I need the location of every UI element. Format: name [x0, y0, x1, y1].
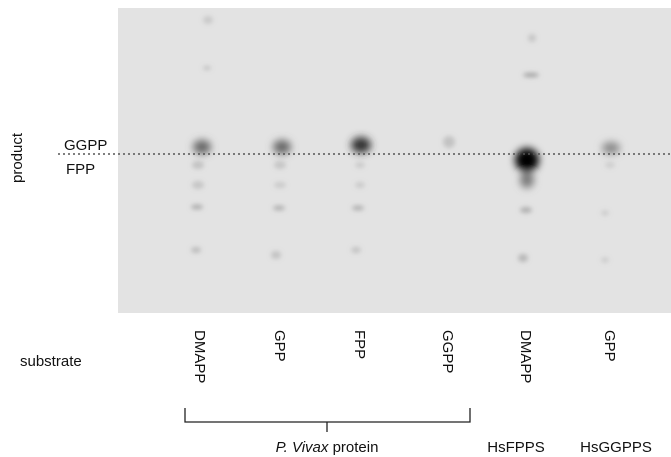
group-label: P. Vivax protein [276, 439, 379, 456]
axis-label: product [9, 132, 26, 183]
product-label: FPP [66, 161, 95, 178]
spots [191, 16, 620, 263]
suffix: protein [333, 439, 379, 456]
species: P. Vivax [276, 439, 329, 456]
lane-label: GGPP [439, 330, 456, 373]
bracket [184, 408, 471, 432]
lane-label: GPP [271, 330, 288, 362]
product-label: GGPP [64, 137, 107, 154]
group-label: HsFPPS [487, 439, 545, 456]
lane-label: FPP [351, 330, 368, 359]
gel [118, 8, 671, 313]
group-label: HsGGPPS [580, 439, 652, 456]
lane-label: DMAPP [517, 330, 534, 383]
lane-label: GPP [601, 330, 618, 362]
lane-labels: DMAPP GPP FPP GGPP DMAPP GPP [191, 330, 618, 383]
lane-label: DMAPP [191, 330, 208, 383]
row-label: substrate [20, 353, 82, 370]
